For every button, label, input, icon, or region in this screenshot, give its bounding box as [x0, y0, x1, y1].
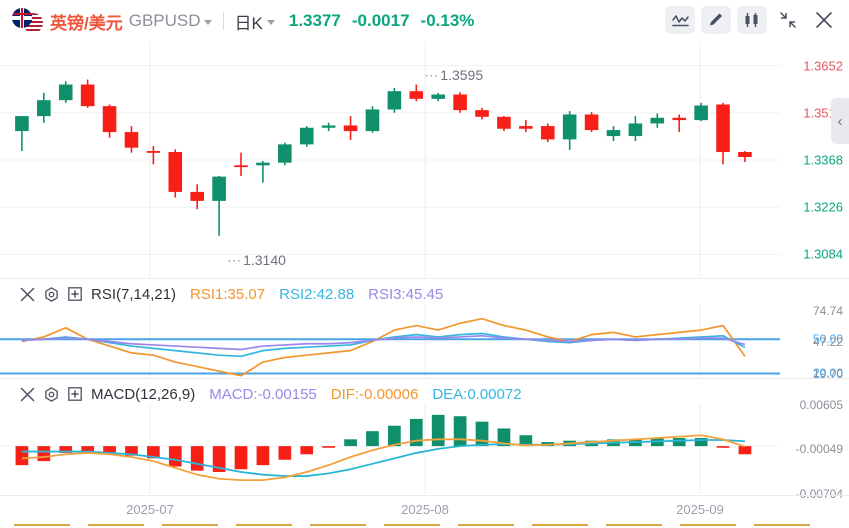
price-axis-label: 1.3652 — [803, 58, 843, 74]
macd-plot-area[interactable] — [0, 405, 780, 494]
navigator-segment[interactable] — [680, 524, 736, 526]
rsi-axis-label: 74.74 — [812, 303, 843, 318]
macd-pane[interactable]: MACD(12,26,9) MACD:-0.00155 DIF:-0.00006… — [0, 379, 849, 501]
rsi1-value: RSI1:35.07 — [190, 285, 266, 303]
macd-header: MACD(12,26,9) MACD:-0.00155 DIF:-0.00006… — [20, 383, 536, 405]
uk-flag-icon — [12, 8, 32, 28]
rsi-axis-label: 20.00 — [812, 366, 843, 381]
macd-gear-icon[interactable] — [44, 386, 59, 402]
rsi-axis-label: 47.22 — [812, 335, 843, 350]
macd-axis-label: -0.00704 — [795, 487, 843, 501]
price-axis-label: 1.3084 — [803, 246, 843, 262]
draw-pencil-icon[interactable] — [701, 6, 731, 34]
dea-value: DEA:0.00072 — [432, 385, 522, 403]
navigator-segment[interactable] — [14, 524, 70, 526]
rsi-indicator-name[interactable]: RSI(7,14,21) — [91, 285, 177, 303]
low-marker-value: 1.3140 — [243, 251, 286, 268]
dif-value: DIF:-0.00006 — [330, 385, 419, 403]
collapse-panel-tab[interactable]: ‹ — [831, 98, 849, 144]
high-price-marker: ⋯1.3595 — [424, 67, 483, 84]
rsi-gear-icon[interactable] — [44, 286, 59, 302]
macd-svg — [0, 405, 780, 494]
quote-block: 1.3377 -0.0017 -0.13% — [289, 11, 486, 31]
time-axis-label: 2025-07 — [126, 502, 174, 517]
navigator-segment[interactable] — [532, 524, 588, 526]
high-marker-dots: ⋯ — [424, 66, 440, 83]
symbol-flags — [12, 8, 46, 34]
rsi-axis-label: 19.70 — [812, 366, 843, 381]
price-axis-label: 1.3226 — [803, 199, 843, 215]
last-price: 1.3377 — [288, 11, 341, 30]
period-dropdown-caret-icon[interactable] — [266, 20, 275, 25]
navigator-segment[interactable] — [606, 524, 662, 526]
chevron-left-icon: ‹ — [837, 112, 843, 130]
price-plot-area[interactable] — [0, 42, 780, 278]
rsi-header: RSI(7,14,21) RSI1:35.07 RSI2:42.88 RSI3:… — [20, 283, 457, 305]
price-axis-label: 1.3368 — [803, 152, 843, 168]
price-change-percent: -0.13% — [420, 11, 475, 30]
rsi-plot-area[interactable] — [0, 305, 780, 378]
macd-indicator-name[interactable]: MACD(12,26,9) — [91, 385, 196, 403]
rsi-close-icon[interactable] — [20, 287, 35, 302]
price-change: -0.0017 — [351, 11, 410, 30]
time-axis-label: 2025-08 — [401, 502, 449, 517]
rsi-pane[interactable]: RSI(7,14,21) RSI1:35.07 RSI2:42.88 RSI3:… — [0, 279, 849, 381]
macd-axis: 0.00605 -0.00049 -0.00704 — [780, 398, 849, 501]
navigator-segment[interactable] — [754, 524, 810, 526]
rsi2-value: RSI2:42.88 — [279, 285, 355, 303]
rsi-axis-label: 50.00 — [812, 332, 843, 347]
header-toolbar — [665, 6, 839, 34]
time-axis-label: 2025-09 — [676, 502, 724, 517]
macd-value: MACD:-0.00155 — [209, 385, 317, 403]
candlestick-svg — [0, 42, 780, 278]
macd-axis-label: -0.00049 — [795, 442, 843, 457]
chart-panes: 1.3652 1.3510 1.3368 1.3226 1.3084 ‹ ⋯1.3595… — [0, 42, 849, 528]
candlestick-icon[interactable] — [737, 6, 767, 34]
low-price-marker: ⋯1.3140 — [227, 252, 286, 269]
symbol-ticker[interactable]: GBPUSD — [128, 11, 201, 30]
low-marker-dots: ⋯ — [227, 251, 243, 268]
navigator-segment[interactable] — [88, 524, 144, 526]
high-marker-value: 1.3595 — [440, 66, 484, 83]
symbol-name-cn[interactable]: 英镑/美元 — [50, 13, 123, 33]
rsi-expand-icon[interactable] — [68, 287, 82, 301]
indicator-line-icon[interactable] — [665, 6, 695, 34]
rsi-axis: 74.74 50.00 47.22 19.70 20.00 — [780, 303, 849, 381]
price-pane[interactable]: 1.3652 1.3510 1.3368 1.3226 1.3084 ‹ ⋯1.3595… — [0, 42, 849, 278]
symbol-dropdown-caret-icon[interactable] — [203, 20, 212, 25]
navigator-segment[interactable] — [310, 524, 366, 526]
navigator-segment[interactable] — [236, 524, 292, 526]
navigator-segment[interactable] — [458, 524, 514, 526]
rsi3-value: RSI3:45.45 — [368, 285, 444, 303]
period-selector-label[interactable]: 日K — [234, 13, 263, 33]
price-axis: 1.3652 1.3510 1.3368 1.3226 1.3084 — [780, 42, 849, 278]
macd-close-icon[interactable] — [20, 387, 35, 402]
collapse-arrows-icon[interactable] — [773, 6, 803, 34]
pane-separator-1 — [0, 278, 849, 279]
close-icon[interactable] — [809, 6, 839, 34]
header-divider — [222, 12, 224, 30]
macd-expand-icon[interactable] — [68, 387, 82, 401]
time-axis: 2025-07 2025-08 2025-09 — [0, 495, 849, 528]
chart-header: 英镑/美元 GBPUSD 日K 1.3377 -0.0017 -0.13% — [0, 0, 849, 42]
chart-navigator-strip[interactable] — [0, 520, 849, 528]
navigator-segment[interactable] — [384, 524, 440, 526]
rsi-svg — [0, 305, 780, 378]
navigator-segment[interactable] — [162, 524, 218, 526]
macd-axis-label: 0.00605 — [799, 398, 843, 412]
pane-separator-2 — [0, 378, 849, 379]
